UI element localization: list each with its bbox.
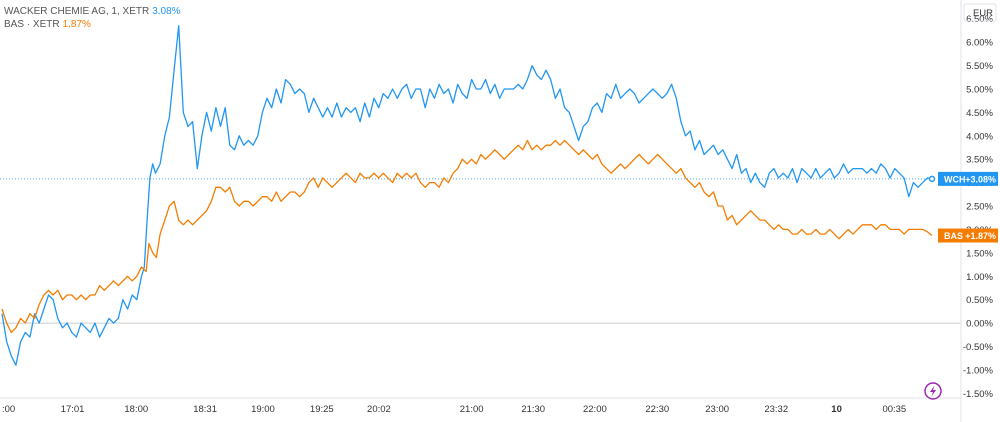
y-tick-label: -0.50%: [963, 342, 994, 353]
badge-series-name: BAS: [944, 231, 963, 241]
series-line-bas[interactable]: [1, 139, 933, 334]
badge-background: [938, 228, 998, 243]
y-tick-label: 6.00%: [966, 38, 993, 49]
x-tick-label: 10: [831, 404, 842, 415]
lightning-icon[interactable]: [924, 382, 942, 400]
lightning-icon-bolt: [930, 385, 936, 397]
x-tick-label: 18:00: [124, 404, 148, 415]
badge-series-name: WCH: [944, 174, 966, 184]
series-line-wch[interactable]: [1, 25, 933, 366]
x-tick-label: 17:01: [61, 404, 85, 415]
y-tick-label: 0.50%: [966, 295, 993, 306]
x-tick-label: 18:31: [193, 404, 217, 415]
x-tick-label: :00: [2, 404, 15, 415]
y-tick-label: -1.50%: [963, 389, 994, 400]
x-tick-label: 21:00: [460, 404, 484, 415]
x-tick-label: 21:30: [521, 404, 545, 415]
legend-row-wch[interactable]: WACKER CHEMIE AG, 1, XETR 3.08%: [4, 5, 181, 18]
x-tick-label: 23:32: [764, 404, 788, 415]
currency-button[interactable]: [963, 3, 997, 22]
x-tick-label: 20:02: [367, 404, 391, 415]
x-tick-label: 19:25: [310, 404, 334, 415]
badge-series-value: +1.87%: [965, 231, 996, 241]
x-tick-label: 00:35: [882, 404, 906, 415]
y-tick-label: -1.00%: [963, 365, 994, 376]
legend-bas-title: BAS · XETR: [4, 19, 60, 30]
currency-label[interactable]: EUR: [973, 8, 993, 19]
last-value-marker: [928, 175, 936, 183]
price-badge-bas: BAS +1.87%: [938, 228, 998, 243]
legend-row-bas[interactable]: BAS · XETR 1.87%: [4, 18, 181, 31]
legend-wch-title: WACKER CHEMIE AG, 1, XETR: [4, 6, 150, 17]
price-badge-wch: WCH +3.08%: [938, 171, 998, 186]
y-tick-label: 6.50%: [966, 14, 993, 25]
x-tick-label: 19:00: [251, 404, 275, 415]
x-tick-label: 22:00: [583, 404, 607, 415]
x-tick-label: 23:00: [705, 404, 729, 415]
y-tick-label: 5.00%: [966, 84, 993, 95]
legend-bas-value: 1.87%: [62, 19, 91, 30]
y-tick-label: 2.50%: [966, 202, 993, 213]
y-tick-label: 3.50%: [966, 155, 993, 166]
y-tick-label: 5.50%: [966, 61, 993, 72]
y-tick-label: 4.00%: [966, 131, 993, 142]
legend: WACKER CHEMIE AG, 1, XETR 3.08% BAS · XET…: [4, 5, 181, 31]
y-tick-label: 4.50%: [966, 108, 993, 119]
legend-wch-value: 3.08%: [152, 6, 181, 17]
badge-background: [938, 171, 998, 186]
x-tick-label: 22:30: [645, 404, 669, 415]
y-tick-label: 1.00%: [966, 272, 993, 283]
badge-series-value: +3.08%: [965, 174, 996, 184]
y-tick-label: 1.50%: [966, 248, 993, 259]
y-tick-label: 0.00%: [966, 319, 993, 330]
